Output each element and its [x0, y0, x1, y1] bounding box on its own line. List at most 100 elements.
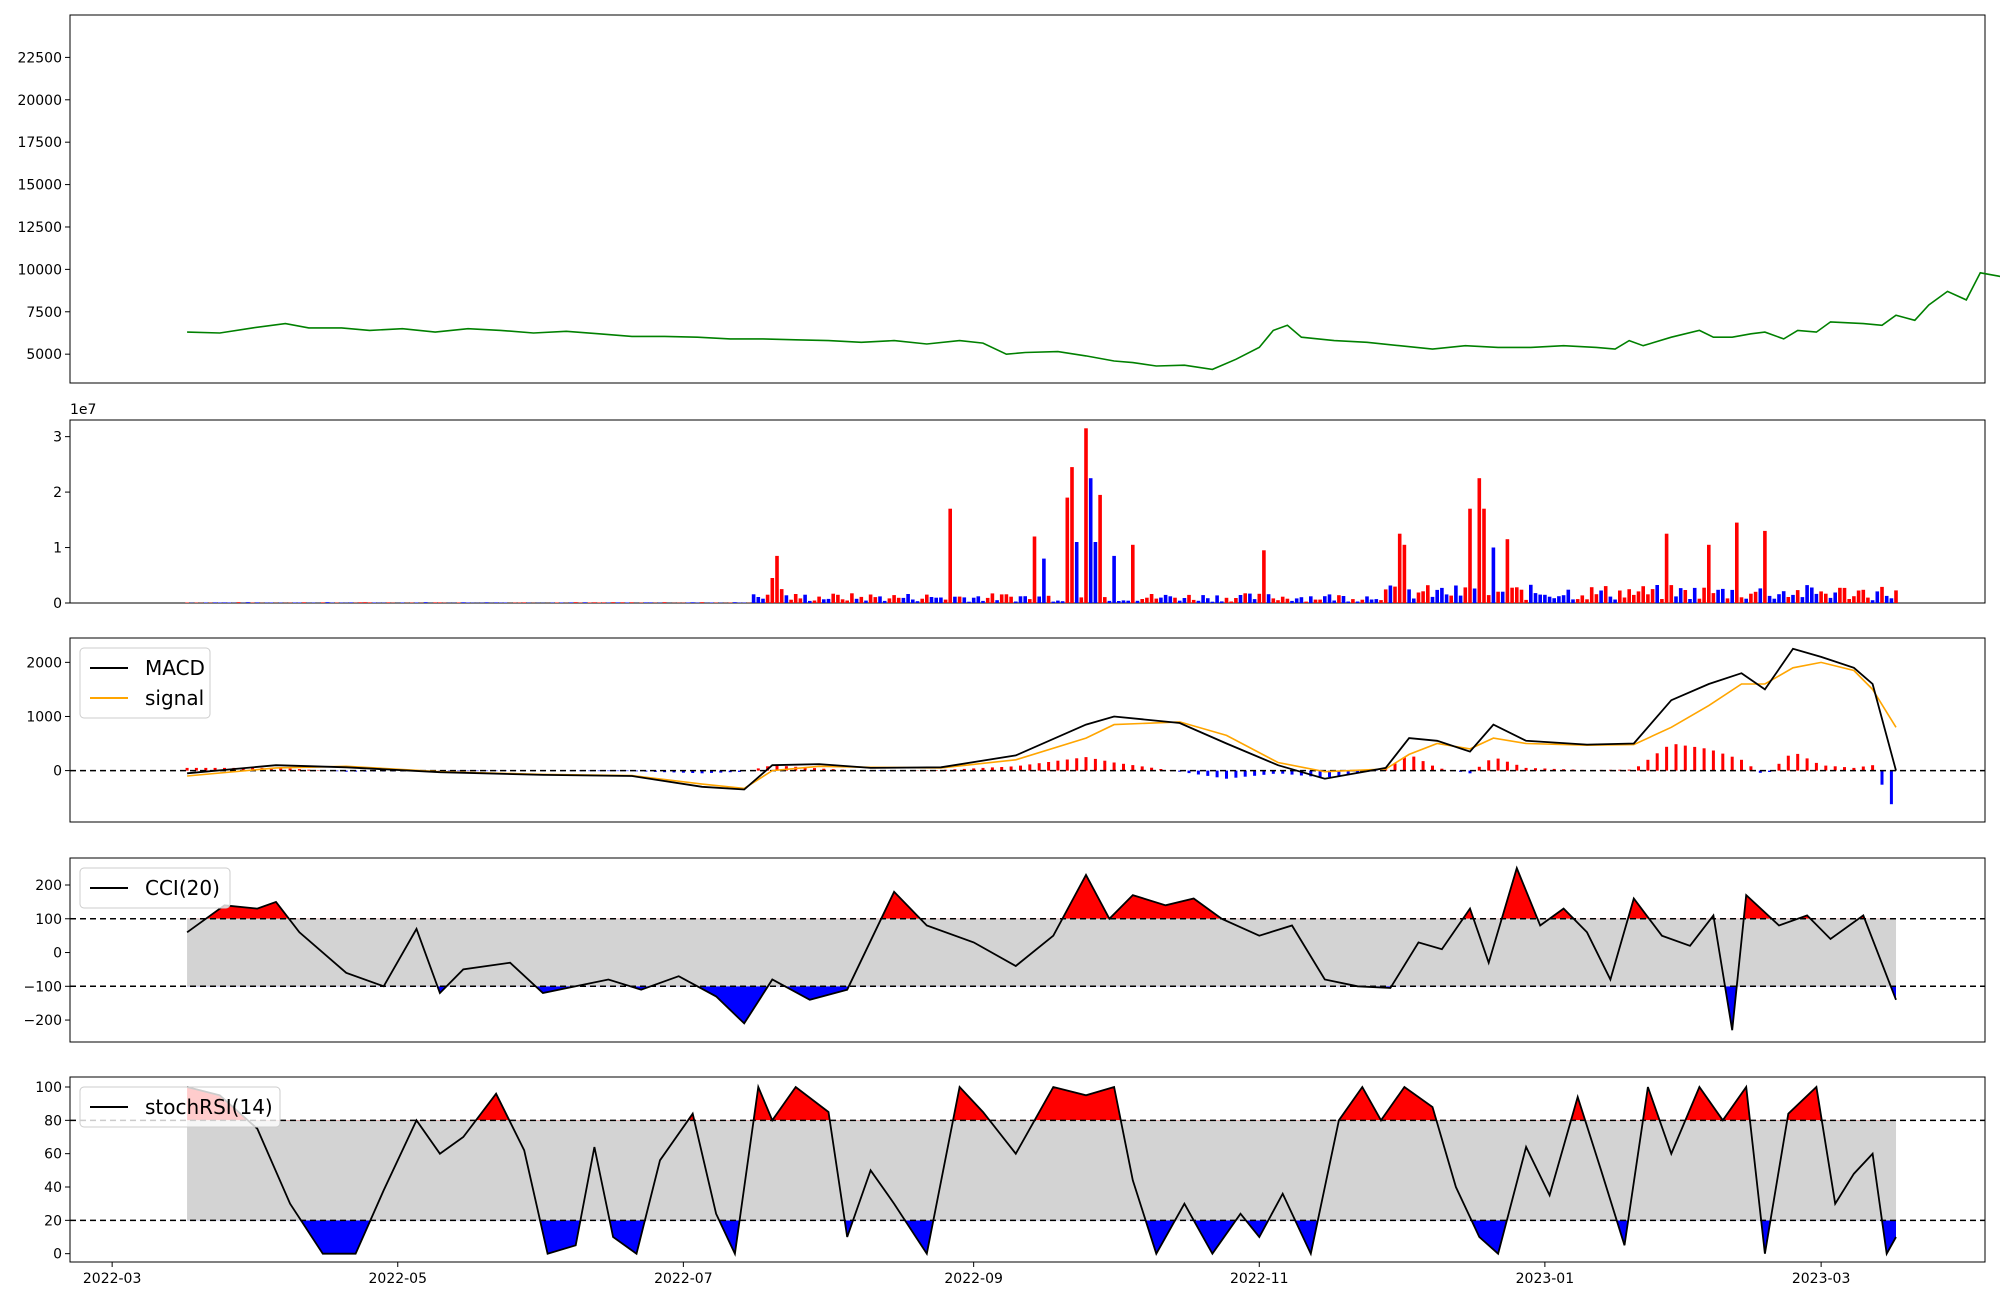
volume-bar	[934, 597, 938, 603]
volume-bar	[1346, 601, 1350, 603]
volume-bar	[1444, 594, 1449, 603]
volume-bar	[798, 598, 803, 603]
x-tick-label: 2023-01	[1516, 1271, 1575, 1287]
volume-bar	[1196, 600, 1201, 603]
volume-bar	[1088, 478, 1093, 603]
price-line	[187, 271, 2000, 371]
volume-bar	[1187, 594, 1191, 603]
volume-bar	[1660, 599, 1664, 603]
volume-bar	[1351, 599, 1355, 603]
macd-hist-bar	[1440, 768, 1444, 771]
volume-bar	[1397, 533, 1402, 603]
macd-hist-bar	[681, 770, 685, 773]
volume-bar	[1791, 594, 1795, 603]
volume-bar	[1084, 428, 1088, 603]
macd-hist-bar	[1627, 769, 1631, 771]
volume-bar	[522, 602, 526, 603]
volume-bar	[185, 602, 189, 603]
volume-bar	[1093, 542, 1098, 603]
volume-bar	[592, 602, 597, 603]
volume-bar	[573, 602, 578, 603]
volume-bar	[1739, 597, 1744, 603]
macd-hist-bar	[279, 768, 283, 771]
macd-hist-bar	[1243, 770, 1247, 777]
volume-bar	[1135, 600, 1140, 603]
volume-bar	[709, 602, 714, 603]
volume-bar	[1201, 595, 1205, 603]
stochrsi-legend: stochRSI(14)	[79, 1086, 281, 1128]
macd-hist-bar	[1122, 763, 1125, 771]
macd-line	[187, 647, 1897, 791]
volume-bar	[1163, 594, 1168, 603]
volume-bar	[808, 600, 812, 603]
price-panel: 5000 7500 10000 12500 15000 17500 20000 22500	[17, 14, 2000, 384]
macd-hist-bar	[1037, 763, 1041, 771]
macd-hist-bar	[1290, 770, 1294, 775]
volume-bar	[325, 602, 330, 603]
stochrsi-panel: 0 20 40 60 80 100 stochRSI(14) 2022-03 2022-05 20…	[35, 1076, 1986, 1287]
volume-bar	[1028, 599, 1032, 603]
volume-bar	[896, 597, 901, 603]
volume-bar	[1323, 596, 1327, 603]
macd-hist-bar	[1206, 770, 1210, 776]
volume-bar	[1828, 597, 1833, 603]
volume-bar	[349, 602, 353, 603]
volume-bar	[503, 602, 508, 603]
macd-hist-bar	[700, 770, 704, 774]
y-tick-label: 1000	[26, 709, 62, 725]
volume-bar	[995, 600, 999, 603]
volume-bar	[1856, 590, 1861, 603]
macd-hist-bar	[1225, 770, 1228, 779]
y-tick-label: 7500	[26, 305, 62, 321]
volume-bar	[1505, 539, 1510, 603]
volume-bar	[1182, 598, 1187, 603]
volume-bar	[901, 597, 906, 603]
volume-bar	[1552, 598, 1556, 603]
macd-legend: MACD signal	[79, 647, 211, 719]
macd-hist-bar	[635, 770, 638, 772]
macd-hist-bar	[1693, 746, 1697, 771]
y-tick-label: 20000	[17, 93, 62, 109]
y-tick-label: 0	[53, 764, 62, 780]
legend-label: MACD	[145, 656, 205, 680]
macd-hist-bar	[1721, 753, 1725, 771]
macd-hist-bar	[1796, 753, 1800, 771]
macd-hist-bar	[1674, 744, 1678, 771]
volume-bar	[1847, 599, 1851, 603]
y-tick-label: 2000	[26, 655, 62, 671]
macd-hist-bar	[934, 770, 938, 771]
macd-hist-bar	[663, 770, 667, 773]
volume-bar	[1126, 600, 1130, 603]
macd-hist-bar	[1618, 769, 1622, 771]
volume-bar	[1824, 593, 1828, 603]
volume-bar	[1725, 598, 1730, 603]
macd-hist-bar	[335, 770, 339, 772]
volume-bar	[1833, 592, 1837, 603]
volume-bar	[971, 597, 976, 603]
volume-bar	[1299, 597, 1304, 603]
macd-hist-bar	[981, 767, 985, 771]
volume-bar	[1838, 587, 1842, 603]
macd-hist-bar	[1271, 770, 1275, 774]
volume-bar	[967, 601, 971, 603]
volume-bar	[840, 599, 845, 603]
volume-bar	[1159, 597, 1163, 603]
volume-bar	[414, 602, 419, 603]
volume-bar	[1805, 585, 1809, 603]
volume-bar	[1575, 599, 1580, 603]
macd-hist-bar	[756, 768, 760, 771]
volume-bar	[1004, 594, 1009, 603]
macd-hist-bar	[1262, 770, 1266, 775]
y-tick-label: 200	[35, 878, 62, 894]
volume-bar	[456, 602, 461, 603]
volume-bar	[906, 594, 910, 603]
macd-hist-bar	[1646, 759, 1650, 771]
volume-bar	[1121, 600, 1126, 603]
volume-bar	[1430, 596, 1435, 603]
volume-bar	[1561, 595, 1566, 603]
macd-hist-bar	[775, 765, 779, 771]
volume-bar	[1683, 590, 1688, 603]
macd-hist-bar	[297, 769, 301, 771]
volume-bar	[831, 593, 835, 603]
volume-bar	[1131, 544, 1135, 603]
